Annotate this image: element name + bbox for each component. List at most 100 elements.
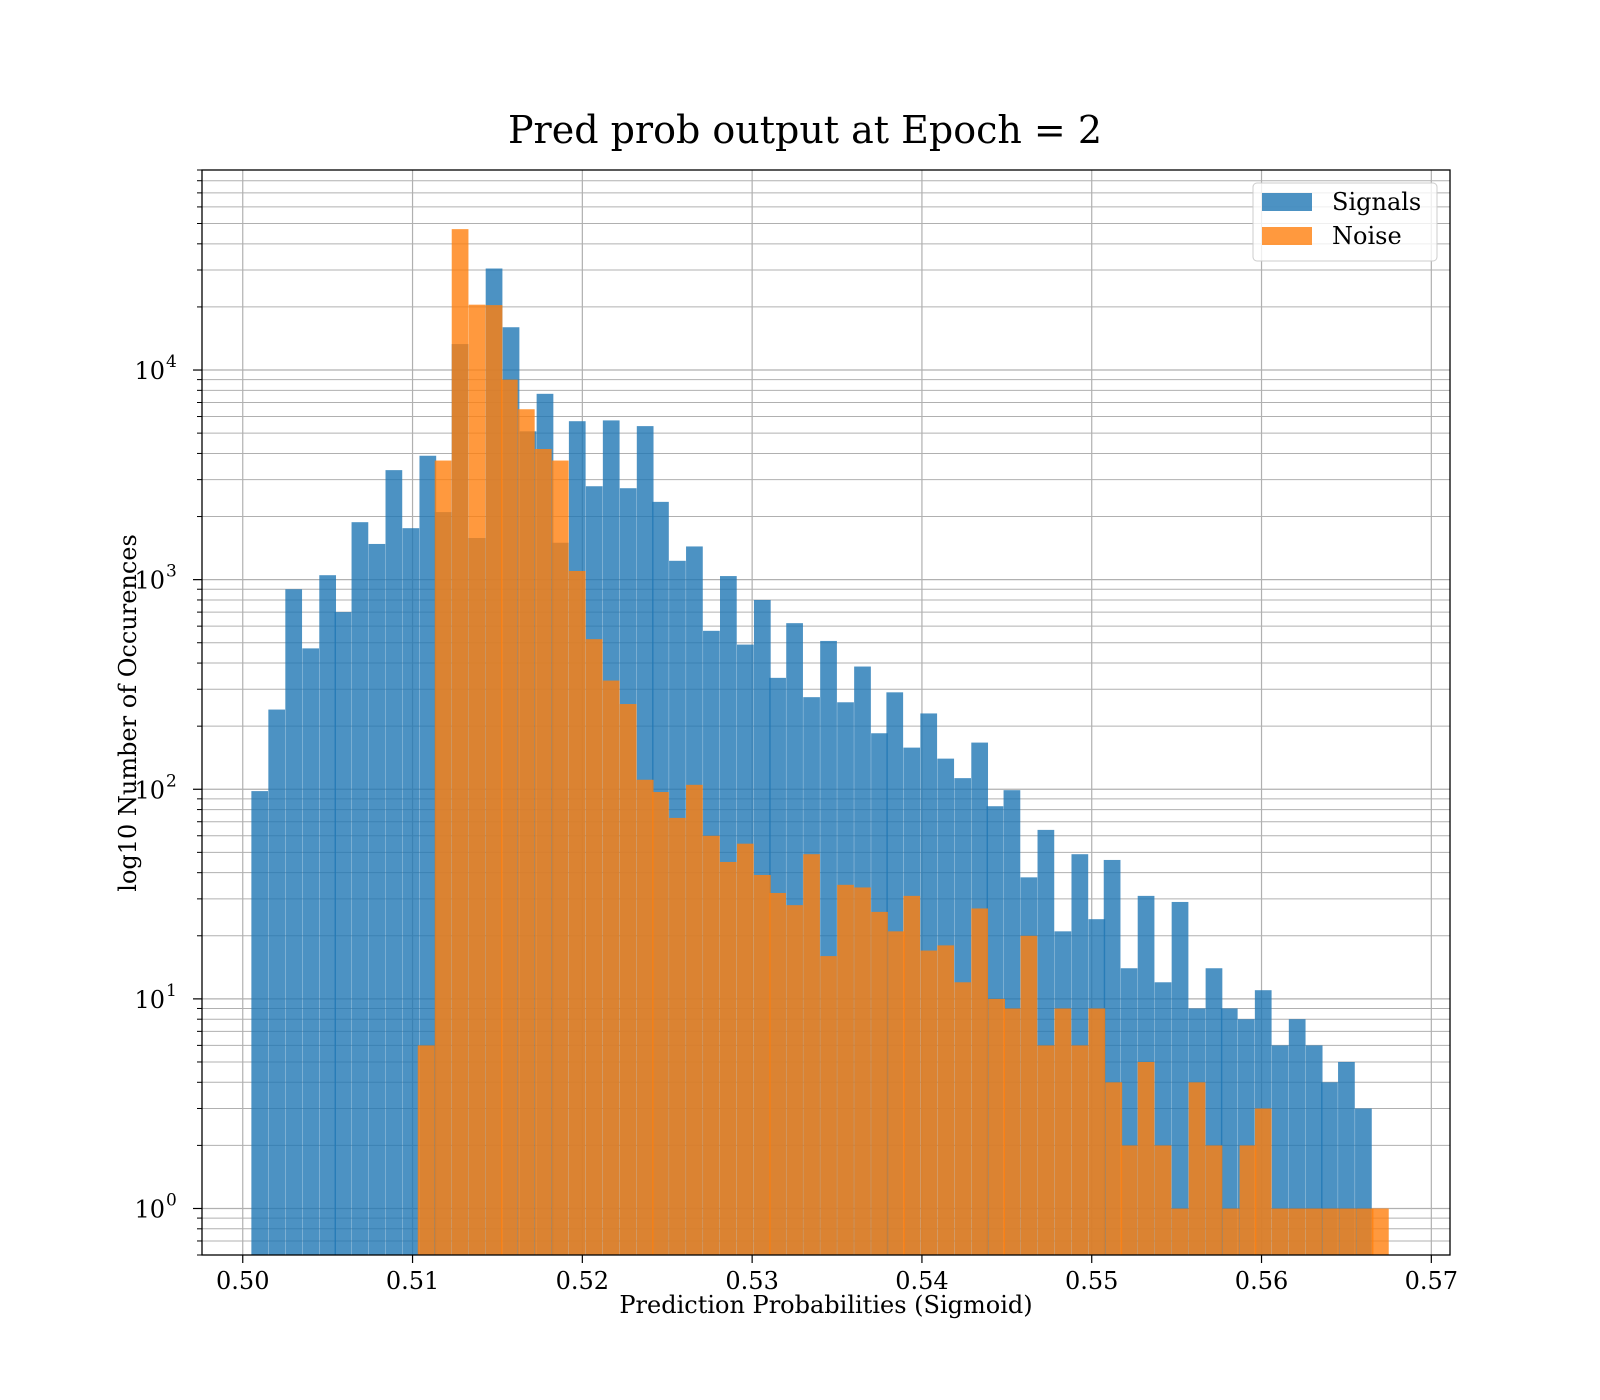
x-tick-label: 0.52 [556,1267,609,1295]
x-tick-label: 0.50 [216,1267,269,1295]
legend-swatch-signals [1262,193,1312,211]
y-tick-exponent: 4 [166,352,177,372]
bar-noise [1222,1208,1240,1255]
x-tick-label: 0.53 [725,1267,778,1295]
bar-noise [837,884,854,1255]
y-tick-base: 10 [134,986,165,1014]
bar-noise [888,931,905,1255]
bar-noise [551,460,569,1255]
y-axis-label: log10 Number of Occurences [114,534,142,892]
bar-noise [854,887,871,1255]
bar-noise [1322,1208,1340,1255]
bar-noise [920,950,938,1255]
bar-signals [334,612,352,1255]
bar-signals [351,522,369,1255]
bar-noise [1037,1045,1055,1255]
y-tick-exponent: 0 [166,1190,177,1210]
bar-noise [1288,1208,1306,1255]
legend-label-signals: Signals [1332,188,1421,216]
bar-signals [402,528,420,1255]
bar-noise [517,409,535,1255]
bar-noise [954,982,972,1255]
bar-noise [1372,1208,1389,1255]
x-axis-ticks: 0.50 0.51 0.52 0.53 0.54 0.55 0.56 0.57 [216,1255,1458,1295]
bar-noise [1020,935,1038,1255]
y-tick-label: 10 [134,1195,165,1223]
bar-noise [1154,1145,1172,1255]
bar-noise [417,1045,435,1255]
y-tick-base: 10 [134,776,165,804]
chart-title: Pred prob output at Epoch = 2 [508,108,1102,152]
bar-noise [568,570,586,1255]
plot-frame [201,169,1451,1256]
bar-noise [652,792,669,1255]
bar-noise [820,956,837,1255]
bar-noise [636,779,654,1255]
bar-noise [1239,1145,1257,1255]
x-tick-label: 0.57 [1405,1267,1458,1295]
bar-signals [1220,1008,1238,1255]
bar-noise [1254,1108,1272,1255]
x-tick-label: 0.51 [386,1267,439,1295]
bar-noise [434,460,452,1255]
y-tick-base: 10 [134,1195,165,1223]
bar-noise [769,892,786,1255]
bar-signals [385,470,403,1255]
bar-noise [1071,1045,1089,1255]
y-tick-label: 10 [134,567,165,595]
bar-noise [585,639,603,1255]
bar-noise [686,784,703,1255]
bar-noise [753,874,771,1255]
bar-noise [669,817,686,1255]
noise-bars [417,229,1389,1255]
bar-signals [302,648,320,1255]
bar-signals [251,791,269,1255]
bar-signals [1288,1019,1306,1255]
bar-signals [368,543,386,1255]
y-tick-label: 10 [134,776,165,804]
y-tick-base: 10 [134,357,165,385]
legend: Signals Noise [1252,182,1438,262]
bar-noise [1356,1208,1374,1255]
y-tick-exponent: 1 [166,981,177,1001]
bar-noise [451,229,469,1255]
bar-noise [1120,1145,1138,1255]
y-tick-label: 10 [134,986,165,1014]
bar-signals [1338,1061,1355,1255]
x-tick-label: 0.55 [1065,1267,1118,1295]
bar-noise [602,680,620,1255]
bar-noise [1271,1208,1289,1255]
x-tick-label: 0.56 [1235,1267,1288,1295]
y-tick-exponent: 3 [166,562,177,582]
bar-noise [1003,1008,1021,1255]
bar-noise [1137,1061,1155,1255]
y-tick-label: 10 [134,357,165,385]
bar-noise [500,379,518,1255]
bar-noise [534,449,552,1255]
x-axis-label: Prediction Probabilities (Sigmoid) [619,1291,1032,1319]
bar-noise [485,305,503,1255]
bar-noise [903,895,921,1255]
bar-noise [1054,1008,1072,1255]
bar-signals [319,575,337,1255]
bar-signals [1271,1045,1289,1255]
y-tick-base: 10 [134,567,165,595]
legend-swatch-noise [1262,227,1312,245]
bar-noise [988,998,1005,1255]
bar-noise [871,911,888,1255]
bar-signals [285,589,303,1255]
bar-noise [1088,1008,1106,1255]
legend-label-noise: Noise [1332,222,1402,250]
bar-noise [971,908,989,1255]
bar-noise [736,843,754,1255]
bar-noise [1205,1145,1223,1255]
bar-noise [720,861,737,1255]
bar-noise [803,854,820,1255]
bar-signals [1305,1045,1323,1255]
bar-noise [619,704,637,1255]
bar-noise [1339,1208,1357,1255]
bar-noise [1188,1082,1206,1255]
x-tick-label: 0.54 [895,1267,948,1295]
